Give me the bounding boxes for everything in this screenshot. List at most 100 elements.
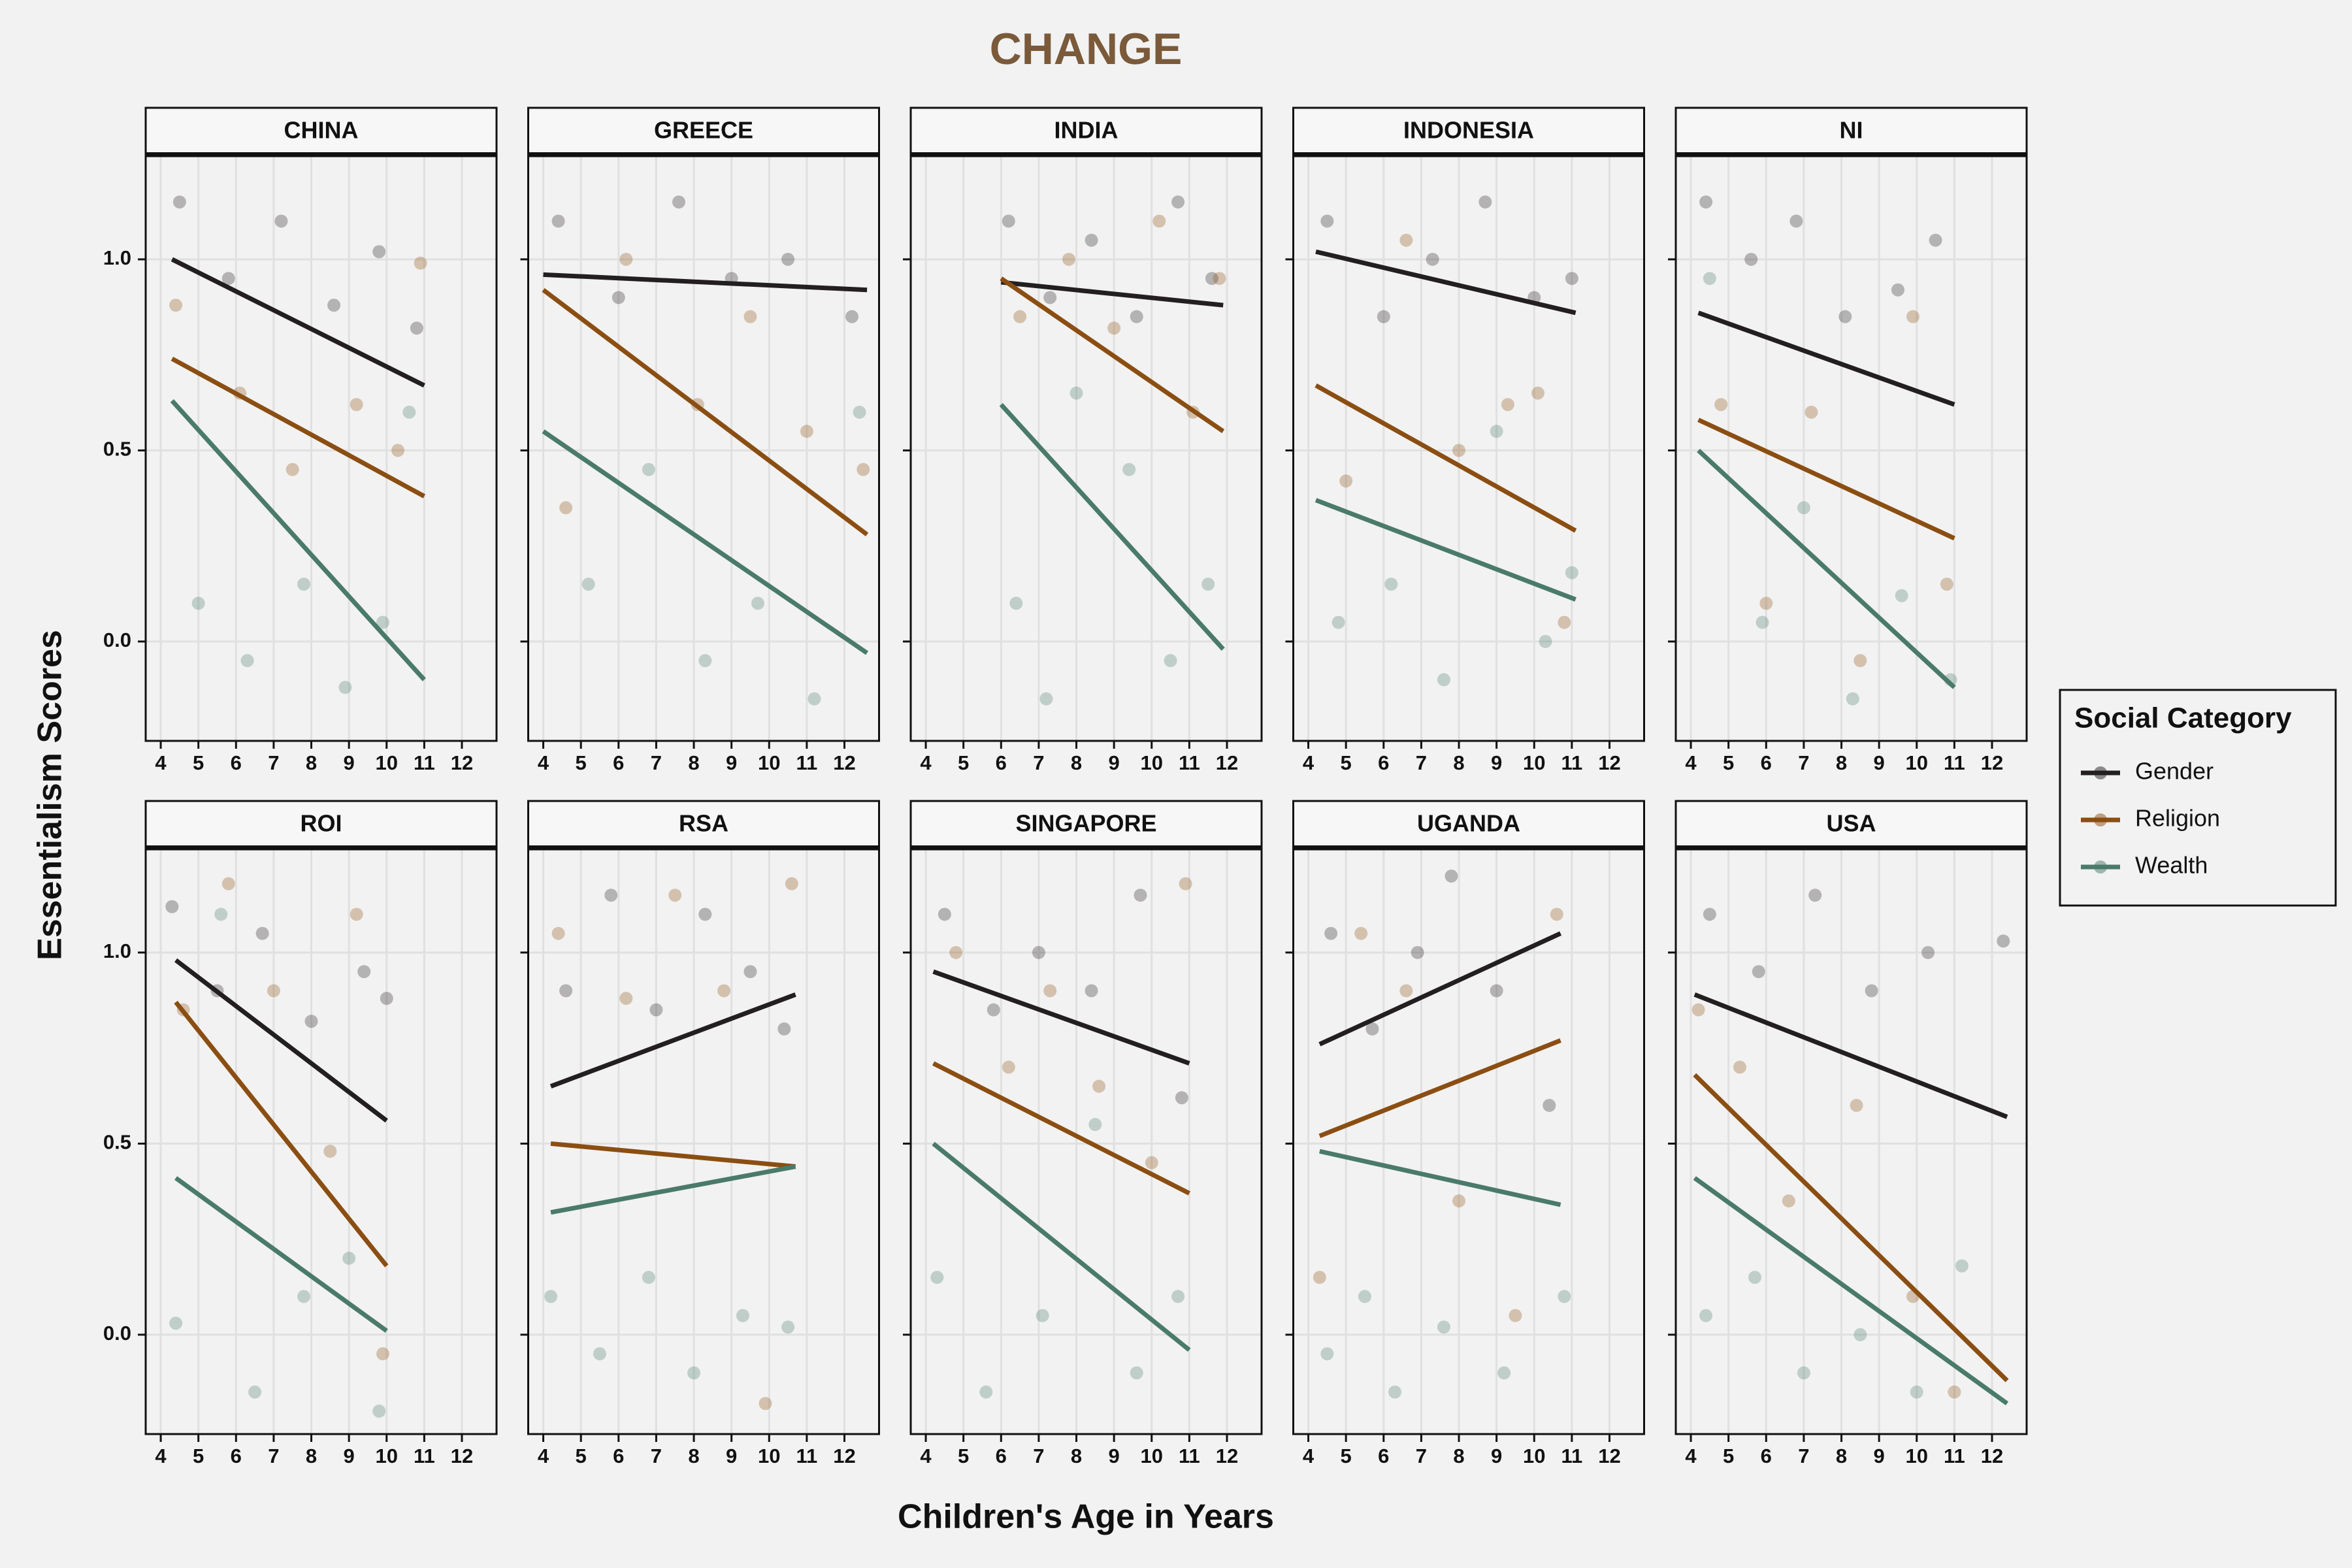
- data-point: [342, 1251, 356, 1265]
- y-tick-label: 0.0: [103, 1322, 131, 1345]
- data-point: [698, 654, 712, 668]
- x-tick-label: 10: [1523, 1445, 1545, 1467]
- data-point: [949, 945, 963, 959]
- x-tick-label: 4: [920, 1445, 932, 1467]
- panel-bg: [146, 849, 497, 1434]
- data-point: [1205, 272, 1218, 286]
- data-point: [1756, 615, 1769, 629]
- data-point: [1929, 233, 1942, 247]
- fit-line: [1697, 417, 1955, 541]
- x-tick-label: 8: [688, 751, 699, 774]
- data-point: [1940, 578, 1953, 591]
- legend-key-dot: [2094, 766, 2107, 779]
- strip: [1674, 106, 2028, 157]
- data-point: [221, 272, 235, 286]
- data-point: [1703, 907, 1716, 921]
- data-point: [1085, 233, 1098, 247]
- panel-title: CHINA: [284, 117, 359, 144]
- data-point: [169, 1316, 183, 1330]
- data-point: [165, 900, 179, 913]
- data-point: [930, 1271, 944, 1284]
- panel-bg: [146, 156, 497, 741]
- x-tick-label: 11: [1179, 1445, 1200, 1467]
- data-point: [687, 1366, 701, 1380]
- fit-line: [1697, 310, 1955, 407]
- data-point: [1497, 1366, 1511, 1380]
- x-tick-label: 4: [1303, 1445, 1315, 1467]
- x-tick-label: 6: [231, 1445, 242, 1467]
- legend-key-dot: [2094, 860, 2107, 874]
- x-tick-label: 4: [155, 751, 167, 774]
- fit-line: [1693, 992, 2008, 1119]
- data-point: [642, 463, 655, 476]
- panel-title: INDIA: [1054, 117, 1119, 144]
- x-tick-label: 12: [1598, 1445, 1620, 1467]
- data-point: [1388, 1385, 1402, 1399]
- data-point: [372, 1404, 386, 1418]
- data-point: [1365, 1022, 1379, 1036]
- data-point: [1789, 214, 1803, 228]
- y-tick-label: 1.0: [103, 939, 131, 962]
- data-point: [1171, 195, 1185, 209]
- data-point: [938, 907, 951, 921]
- x-tick-label: 9: [1491, 751, 1502, 774]
- data-point: [1179, 877, 1192, 890]
- data-point: [1324, 926, 1338, 940]
- x-tick-label: 7: [1416, 751, 1427, 774]
- panel-bg: [528, 849, 879, 1434]
- data-point: [1490, 984, 1503, 998]
- data-point: [1331, 615, 1345, 629]
- fit-line: [171, 257, 425, 388]
- data-point: [1171, 1290, 1185, 1303]
- data-point: [845, 310, 859, 323]
- data-point: [1445, 869, 1458, 883]
- data-point: [1805, 405, 1818, 419]
- x-tick-label: 8: [306, 751, 317, 774]
- data-point: [1703, 272, 1716, 286]
- x-tick-label: 11: [1944, 751, 1965, 774]
- data-point: [297, 1290, 310, 1303]
- fit-line: [932, 1061, 1190, 1196]
- data-point: [1088, 1118, 1102, 1132]
- data-point: [1339, 474, 1353, 488]
- data-point: [1175, 1091, 1188, 1105]
- x-tick-label: 9: [1874, 1445, 1885, 1467]
- fit-line: [1000, 276, 1225, 434]
- x-tick-label: 10: [1523, 751, 1545, 774]
- x-tick-label: 7: [1033, 1445, 1044, 1467]
- x-tick-label: 7: [651, 751, 662, 774]
- data-point: [1122, 463, 1136, 476]
- x-tick-label: 6: [613, 1445, 624, 1467]
- data-point: [1062, 252, 1075, 266]
- x-tick-label: 9: [1109, 751, 1120, 774]
- data-point: [248, 1385, 262, 1399]
- fit-line: [932, 1141, 1191, 1352]
- x-tick-label: 9: [1109, 1445, 1120, 1467]
- data-point: [1744, 252, 1758, 266]
- x-tick-label: 5: [958, 751, 969, 774]
- data-point: [376, 615, 389, 629]
- panel-frame: [1674, 848, 2028, 1435]
- panel-frame: [527, 155, 880, 742]
- panel-title: GREECE: [654, 117, 753, 144]
- x-tick-label: 10: [1906, 751, 1928, 774]
- x-tick-label: 10: [376, 751, 398, 774]
- data-point: [1838, 310, 1852, 323]
- data-point: [286, 463, 299, 476]
- x-tick-label: 7: [1798, 751, 1809, 774]
- chart-title: CHANGE: [990, 24, 1183, 74]
- fit-line: [174, 1176, 388, 1333]
- x-tick-label: 8: [1453, 751, 1464, 774]
- x-tick-label: 4: [1303, 751, 1315, 774]
- data-point: [1032, 945, 1045, 959]
- x-tick-label: 8: [306, 1445, 317, 1467]
- data-point: [1808, 889, 1822, 902]
- x-tick-label: 9: [344, 751, 355, 774]
- y-tick-label: 1.0: [103, 246, 131, 269]
- fit-line: [1693, 1176, 2009, 1406]
- data-point: [1013, 310, 1027, 323]
- data-point: [240, 654, 254, 668]
- data-point: [1558, 1290, 1571, 1303]
